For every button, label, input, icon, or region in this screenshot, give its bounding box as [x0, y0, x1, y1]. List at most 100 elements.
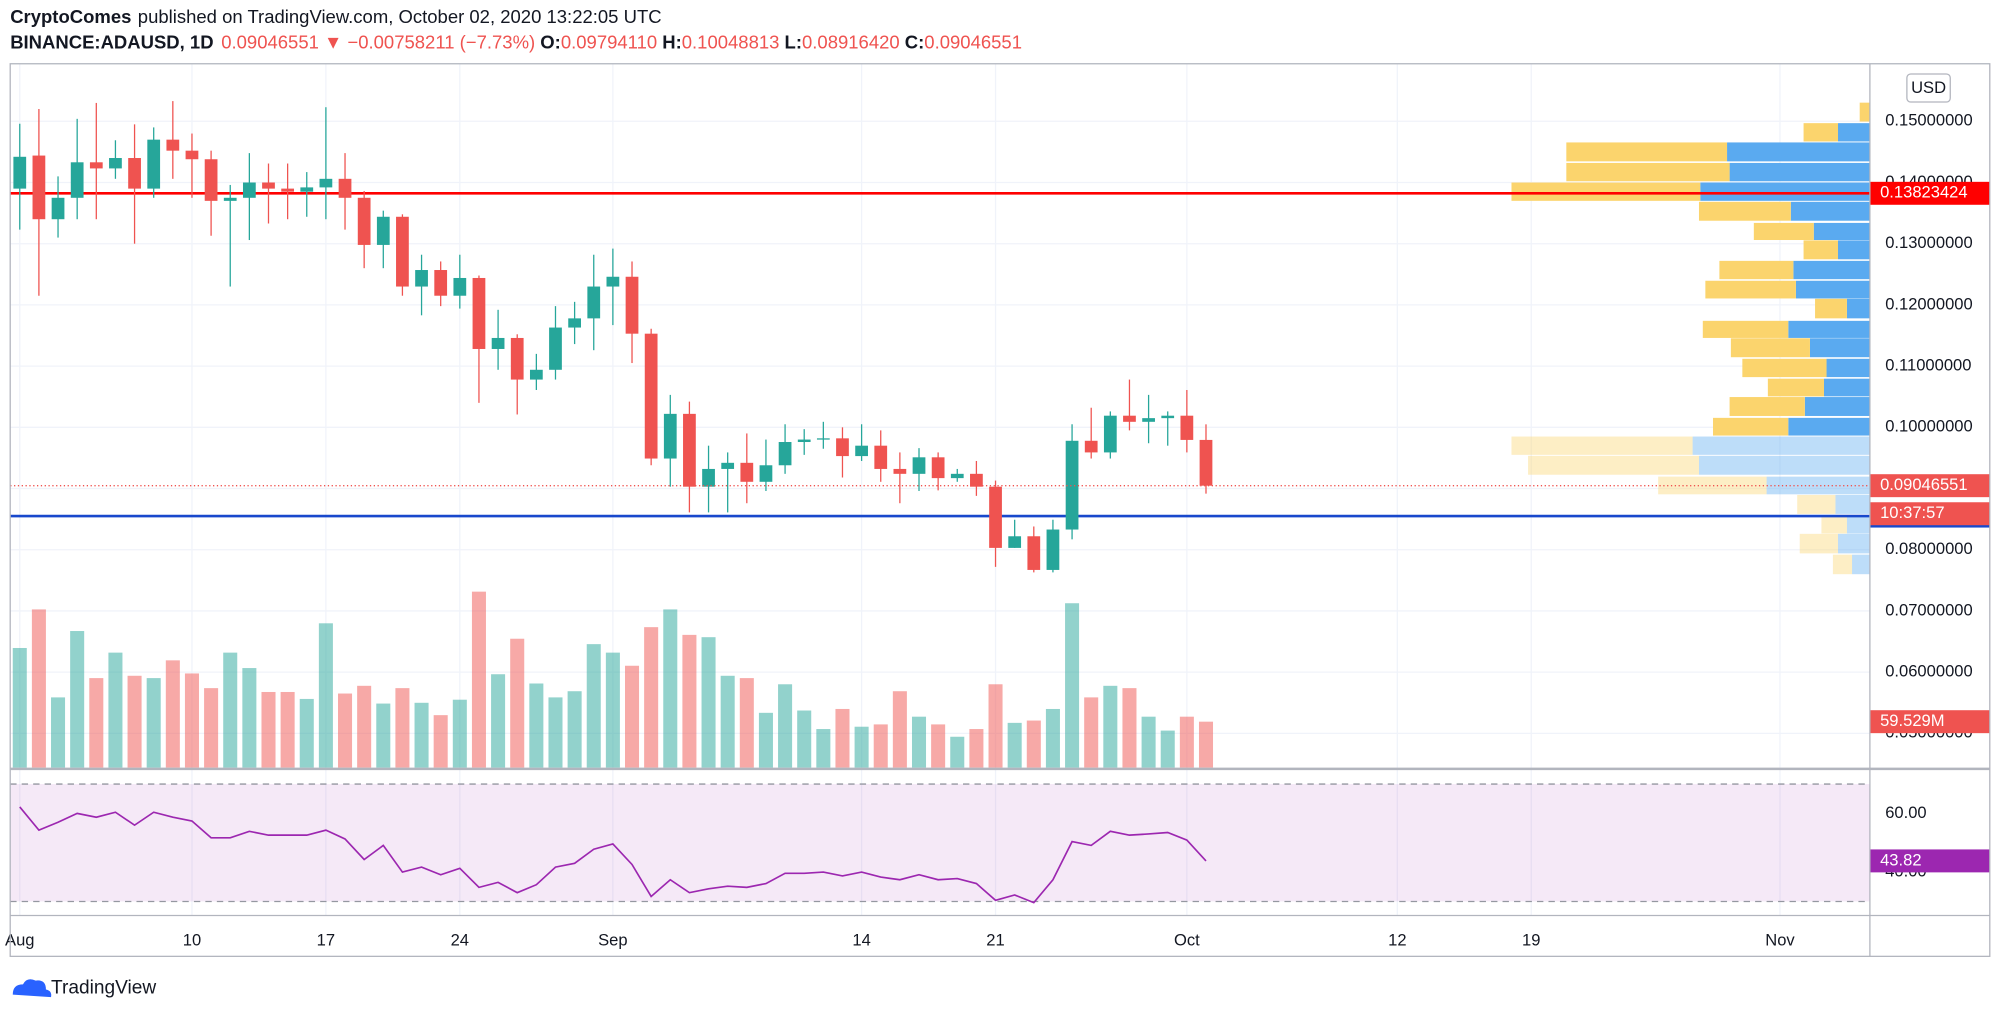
level-label-box: [1869, 181, 1990, 205]
rsi-band: [10, 784, 1870, 902]
candle-body: [89, 162, 103, 169]
candle-body: [32, 155, 46, 220]
volume-bar: [720, 675, 735, 768]
volume-bar: [797, 710, 812, 768]
candle-body: [128, 158, 141, 189]
volume-bar: [854, 726, 869, 768]
x-tick-label: Aug: [5, 930, 34, 949]
profile-up: [1838, 533, 1870, 554]
candle-body: [1027, 536, 1041, 570]
o: O:: [540, 31, 561, 52]
currency: USD: [1911, 78, 1946, 97]
profile-up: [1826, 358, 1870, 378]
volume-bar: [433, 715, 448, 768]
y-tick-label: 0.15000000: [1885, 111, 1973, 130]
volume-bar: [950, 736, 965, 768]
candle-body: [185, 150, 199, 160]
l-value: 0.08916420: [802, 31, 900, 52]
volume-bar: [184, 673, 199, 768]
rsi-tick-label: 60.00: [1885, 803, 1926, 822]
logo-icon: [12, 979, 52, 998]
x-tick-label: 10: [183, 930, 201, 949]
volume-bar: [280, 691, 295, 768]
volume-bar: [261, 691, 276, 768]
rsi-line: [19, 806, 1207, 904]
profile-up: [1788, 417, 1870, 436]
candle-body: [147, 139, 161, 189]
x-tick-label: 14: [852, 930, 870, 949]
candle-body: [721, 462, 735, 469]
last: 0.09046551: [221, 31, 319, 52]
candle-body: [606, 276, 620, 287]
candle-body: [912, 457, 926, 474]
volume-bar: [911, 716, 927, 768]
candle-body: [415, 270, 428, 287]
profile-up: [1852, 554, 1870, 575]
volume-bar: [1141, 716, 1156, 768]
candle-body: [319, 178, 333, 188]
profile-down: [1832, 554, 1853, 575]
profile-up: [1813, 222, 1870, 241]
y-tick-label: 0.11000000: [1885, 355, 1971, 374]
candle-body: [683, 413, 696, 487]
countdown: 10:37:57: [1880, 503, 1944, 522]
candle-body: [778, 442, 792, 466]
currency-box[interactable]: [1906, 73, 1951, 103]
candle-body: [816, 438, 830, 440]
logo: TradingView: [12, 977, 156, 998]
candle-body: [242, 182, 256, 198]
volume-bar: [586, 644, 601, 768]
profile-down: [1566, 162, 1730, 182]
volume-bar: [663, 609, 678, 768]
volume-bar: [529, 683, 544, 768]
candle-body: [281, 188, 295, 192]
profile-up: [1790, 201, 1870, 221]
profile-down: [1566, 142, 1728, 162]
volume-bar: [1007, 722, 1022, 768]
volume-bar: [1198, 721, 1214, 768]
candle-body: [376, 216, 390, 245]
candle-body: [740, 462, 754, 482]
volume-bar: [567, 691, 582, 768]
volume-bar: [682, 634, 697, 768]
candle-body: [931, 457, 945, 479]
candle-body: [759, 465, 773, 482]
candle-body: [1046, 529, 1060, 570]
volume-bar: [1179, 716, 1194, 768]
x-tick-label: 24: [451, 930, 469, 949]
plot: Aug101724Sep1421Oct1219Nov0.050000000.06…: [5, 63, 1990, 949]
o-value: 0.09794110: [561, 31, 657, 52]
x-tick-label: 17: [317, 930, 335, 949]
candle-body: [453, 277, 467, 296]
candle-body: [644, 333, 658, 459]
volume-bar: [931, 724, 946, 768]
profile-down: [1719, 260, 1794, 280]
volume-bar: [1160, 730, 1175, 768]
y-tick-label: 0.08000000: [1885, 539, 1973, 558]
frame: [9, 63, 1991, 957]
profile-up: [1804, 397, 1870, 416]
candle-body: [13, 156, 27, 189]
candle-body: [510, 337, 524, 380]
candle-body: [855, 445, 868, 457]
x-tick-label: Oct: [1174, 930, 1200, 949]
profile-down: [1803, 240, 1839, 260]
volume-bar: [338, 693, 353, 768]
l: L:: [785, 31, 802, 52]
profile-up: [1846, 515, 1870, 534]
candle-body: [893, 468, 907, 474]
candle-body: [568, 318, 581, 328]
y-tick-label: 0.12000000: [1885, 294, 1973, 313]
h-value: 0.10048813: [682, 31, 780, 52]
volume-bar: [969, 729, 984, 768]
candle-body: [950, 473, 964, 479]
profile-up: [1698, 455, 1870, 475]
h: H:: [662, 31, 682, 52]
candle-body: [529, 369, 543, 380]
candle-body: [1123, 415, 1136, 422]
candle-body: [434, 270, 448, 296]
candle-body: [51, 197, 65, 220]
volume-bar: [223, 652, 238, 768]
profile-down: [1698, 201, 1791, 221]
